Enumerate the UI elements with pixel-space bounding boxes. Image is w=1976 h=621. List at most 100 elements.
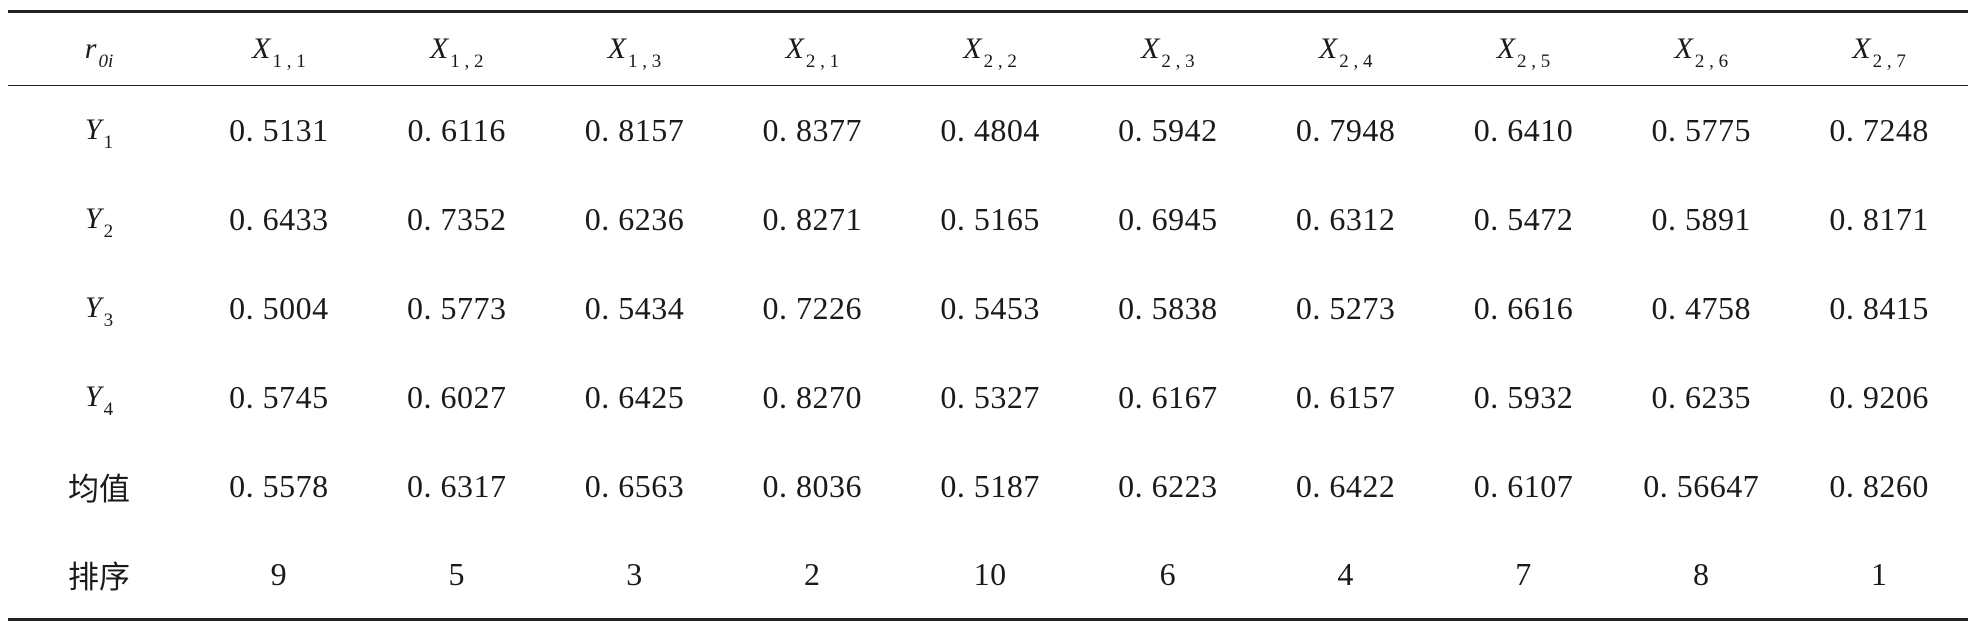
table-cell: 6 xyxy=(1159,555,1177,592)
table-cell: 0. 6235 xyxy=(1651,378,1752,415)
table-cell: 7 xyxy=(1515,555,1532,592)
table-cell: 0. 6027 xyxy=(406,378,507,415)
column-header-main: X xyxy=(1141,32,1160,65)
row-label: 排序 xyxy=(8,531,190,620)
table-cell: 0. 6317 xyxy=(406,467,507,504)
row-label-main: Y xyxy=(84,202,102,235)
table-cell: 0. 5004 xyxy=(229,289,329,326)
table-cell: 0. 5775 xyxy=(1651,111,1752,148)
column-header-sub: 1 , 2 xyxy=(450,51,484,72)
table-row: Y 4 0. 5745 0. 6027 0. 6425 0. 8270 0. 5327 0. … xyxy=(8,353,1968,442)
table-cell: 0. 5838 xyxy=(1118,289,1218,326)
table-cell: 0. 6945 xyxy=(1118,200,1218,237)
column-header-sub: 2 , 4 xyxy=(1339,51,1373,72)
table-row: Y 3 0. 5004 0. 5773 0. 5434 0. 7226 0. 5453 0. … xyxy=(8,264,1968,353)
table-cell: 0. 5472 xyxy=(1473,200,1574,237)
row-label-main: Y xyxy=(84,380,102,413)
column-header-sub: 2 , 3 xyxy=(1161,51,1195,72)
table-row: Y 2 0. 6433 0. 7352 0. 6236 0. 8271 0. 5165 0. … xyxy=(8,175,1968,264)
table-cell: 0. 8415 xyxy=(1829,289,1929,326)
column-header-sub: 2 , 5 xyxy=(1517,51,1551,72)
corner-header-sub: 0i xyxy=(98,51,114,72)
table-cell: 1 xyxy=(1870,555,1888,592)
table-cell: 0. 5891 xyxy=(1651,200,1752,237)
table-cell: 0. 6425 xyxy=(584,378,685,415)
table-cell: 0. 8377 xyxy=(762,111,863,148)
table-cell: 8 xyxy=(1693,555,1710,592)
table-cell: 0. 56647 xyxy=(1643,467,1760,504)
table-row: 排序 9 5 3 2 10 6 4 7 8 1 xyxy=(8,531,1968,620)
table-body: Y 1 0. 5131 0. 6116 0. 8157 0. 8377 0. 4804 0. … xyxy=(8,86,1968,620)
table-cell: 0. 5932 xyxy=(1473,378,1574,415)
table-cell: 0. 7248 xyxy=(1829,111,1929,148)
table-cell: 9 xyxy=(270,555,288,592)
table-cell: 10 xyxy=(973,555,1007,592)
row-label-sub: 1 xyxy=(103,132,114,154)
column-header-main: X xyxy=(252,32,271,65)
table-cell: 0. 5578 xyxy=(229,467,329,504)
column-header-sub: 2 , 7 xyxy=(1872,51,1906,72)
corner-header: r 0i xyxy=(8,12,190,86)
column-header-main: X xyxy=(785,32,804,65)
table-cell: 0. 8157 xyxy=(584,111,685,148)
column-header-main: X xyxy=(963,32,982,65)
table-cell: 0. 6223 xyxy=(1118,467,1218,504)
row-label-text: 均值 xyxy=(68,471,130,508)
table-cell: 0. 7226 xyxy=(762,289,863,326)
table-cell: 0. 8171 xyxy=(1829,200,1929,237)
column-header-main: X xyxy=(1674,32,1693,65)
table-cell: 0. 6422 xyxy=(1295,467,1396,504)
column-header-main: X xyxy=(1496,32,1516,65)
row-label-sub: 4 xyxy=(103,399,114,420)
table-cell: 0. 6157 xyxy=(1295,378,1396,415)
table-cell: 0. 8270 xyxy=(762,378,863,415)
row-label-sub: 3 xyxy=(103,310,114,331)
table-cell: 0. 9206 xyxy=(1829,378,1929,415)
row-label-main: Y xyxy=(84,113,102,147)
table-cell: 4 xyxy=(1337,555,1354,592)
table-cell: 0. 6312 xyxy=(1295,200,1396,237)
table-cell: 0. 5187 xyxy=(940,467,1040,504)
table-cell: 0. 5453 xyxy=(940,289,1040,326)
row-label: 均值 xyxy=(8,442,190,531)
table-cell: 3 xyxy=(626,555,643,592)
row-label-sub: 2 xyxy=(103,221,114,242)
table-cell: 0. 5131 xyxy=(229,111,329,148)
table-cell: 0. 5745 xyxy=(229,378,329,415)
column-header-sub: 2 , 2 xyxy=(983,51,1017,72)
table-row: 均值 0. 5578 0. 6317 0. 6563 0. 8036 0. 5187 0. … xyxy=(8,442,1968,531)
column-header-sub: 1 , 1 xyxy=(272,51,306,72)
table-cell: 0. 6236 xyxy=(584,200,685,237)
row-label-main: Y xyxy=(84,291,102,324)
column-header-sub: 2 , 6 xyxy=(1694,51,1729,72)
table-cell: 0. 7352 xyxy=(406,200,507,237)
table-cell: 0. 5327 xyxy=(940,378,1040,415)
table-cell: 0. 4758 xyxy=(1651,289,1752,326)
row-label-text: 排序 xyxy=(68,559,130,596)
column-header-main: X xyxy=(1852,32,1871,65)
table-cell: 0. 8271 xyxy=(762,200,863,237)
table-cell: 0. 6410 xyxy=(1473,111,1574,148)
table-cell: 0. 5773 xyxy=(406,289,507,326)
corner-header-main: r xyxy=(84,32,97,65)
table-cell: 0. 4804 xyxy=(940,111,1040,148)
column-header-sub: 2 , 1 xyxy=(805,51,840,72)
column-header-main: X xyxy=(607,32,627,65)
column-header-sub: 1 , 3 xyxy=(628,51,662,72)
